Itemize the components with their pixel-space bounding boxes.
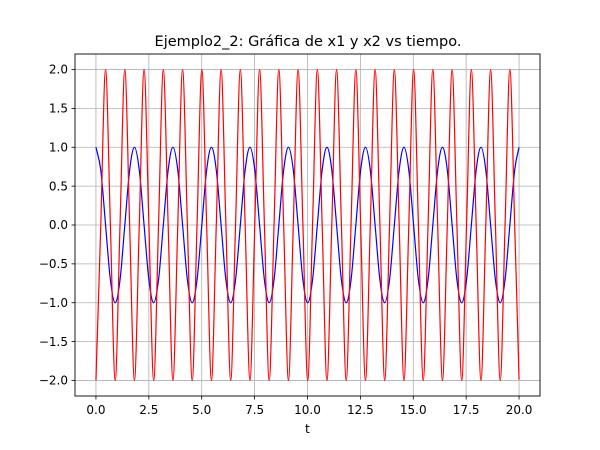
x-tick-label: 20.0 xyxy=(506,403,533,417)
x-tick-label: 7.5 xyxy=(245,403,264,417)
x-axis-label: t xyxy=(305,421,310,436)
y-tick-label: 2.0 xyxy=(49,63,68,77)
y-tick-label: −2.0 xyxy=(39,374,68,388)
x-tick-label: 5.0 xyxy=(192,403,211,417)
x-tick-label: 17.5 xyxy=(453,403,480,417)
y-tick-label: 1.0 xyxy=(49,140,68,154)
x-tick-label: 12.5 xyxy=(347,403,374,417)
chart-title: Ejemplo2_2: Gráfica de x1 y x2 vs tiempo… xyxy=(155,34,462,50)
y-tick-label: −1.5 xyxy=(39,335,68,349)
y-tick-label: 0.5 xyxy=(49,179,68,193)
series-line-2 xyxy=(95,68,520,382)
grid-lines xyxy=(75,54,540,396)
x-tick-label: 2.5 xyxy=(139,403,158,417)
y-tick-label: 1.5 xyxy=(49,102,68,116)
y-tick-label: −0.5 xyxy=(39,257,68,271)
plot-series xyxy=(95,68,520,382)
x-axis-ticks: 0.0 2.5 5.0 7.5 10.0 12.5 15.0 17.5 20.0 xyxy=(86,396,532,417)
x-tick-label: 0.0 xyxy=(86,403,105,417)
y-tick-label: 0.0 xyxy=(49,218,68,232)
y-axis-ticks: 2.0 1.5 1.0 0.5 0.0 −0.5 −1.0 −1.5 −2.0 xyxy=(39,63,75,388)
y-tick-label: −1.0 xyxy=(39,296,68,310)
x-tick-label: 15.0 xyxy=(400,403,427,417)
x-tick-label: 10.0 xyxy=(294,403,321,417)
